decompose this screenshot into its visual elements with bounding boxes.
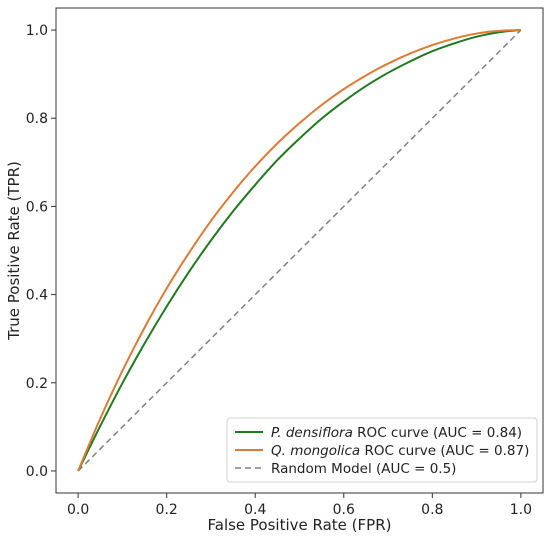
y-tick-label: 0.4 <box>26 288 48 304</box>
y-tick-label: 0.6 <box>26 199 48 215</box>
y-axis-label: True Positive Rate (TPR) <box>5 161 23 341</box>
y-tick-label: 1.0 <box>26 23 48 39</box>
plot-frame <box>55 7 544 494</box>
legend: P. densiflora ROC curve (AUC = 0.84) Q. m… <box>226 417 538 483</box>
axis-ticks: 0.0 0.2 0.4 0.6 0.8 1.0 0.0 0.2 0.4 0.6 0.8 1.0 <box>26 23 532 518</box>
plot-border <box>55 7 544 494</box>
x-axis-label: False Positive Rate (FPR) <box>208 516 392 534</box>
series-line-0 <box>77 29 521 472</box>
legend-label-1: Q. mongolica ROC curve (AUC = 0.87) <box>271 443 529 459</box>
x-tick-label: 0.2 <box>156 502 178 518</box>
series-line-1 <box>77 29 521 472</box>
y-tick-label: 0.2 <box>26 376 48 392</box>
legend-label-0: P. densiflora ROC curve (AUC = 0.84) <box>271 425 522 441</box>
x-tick-label: 0.8 <box>421 502 443 518</box>
series-line-2 <box>77 29 522 472</box>
x-tick-label: 0.4 <box>244 502 266 518</box>
legend-box <box>226 417 538 483</box>
legend-label-2: Random Model (AUC = 0.5) <box>271 461 456 477</box>
y-tick-label: 0.0 <box>26 464 48 480</box>
x-tick-label: 0.6 <box>333 502 355 518</box>
x-tick-label: 0.0 <box>67 502 89 518</box>
series-layer <box>77 29 522 472</box>
y-tick-label: 0.8 <box>26 111 48 127</box>
x-tick-label: 1.0 <box>510 502 532 518</box>
